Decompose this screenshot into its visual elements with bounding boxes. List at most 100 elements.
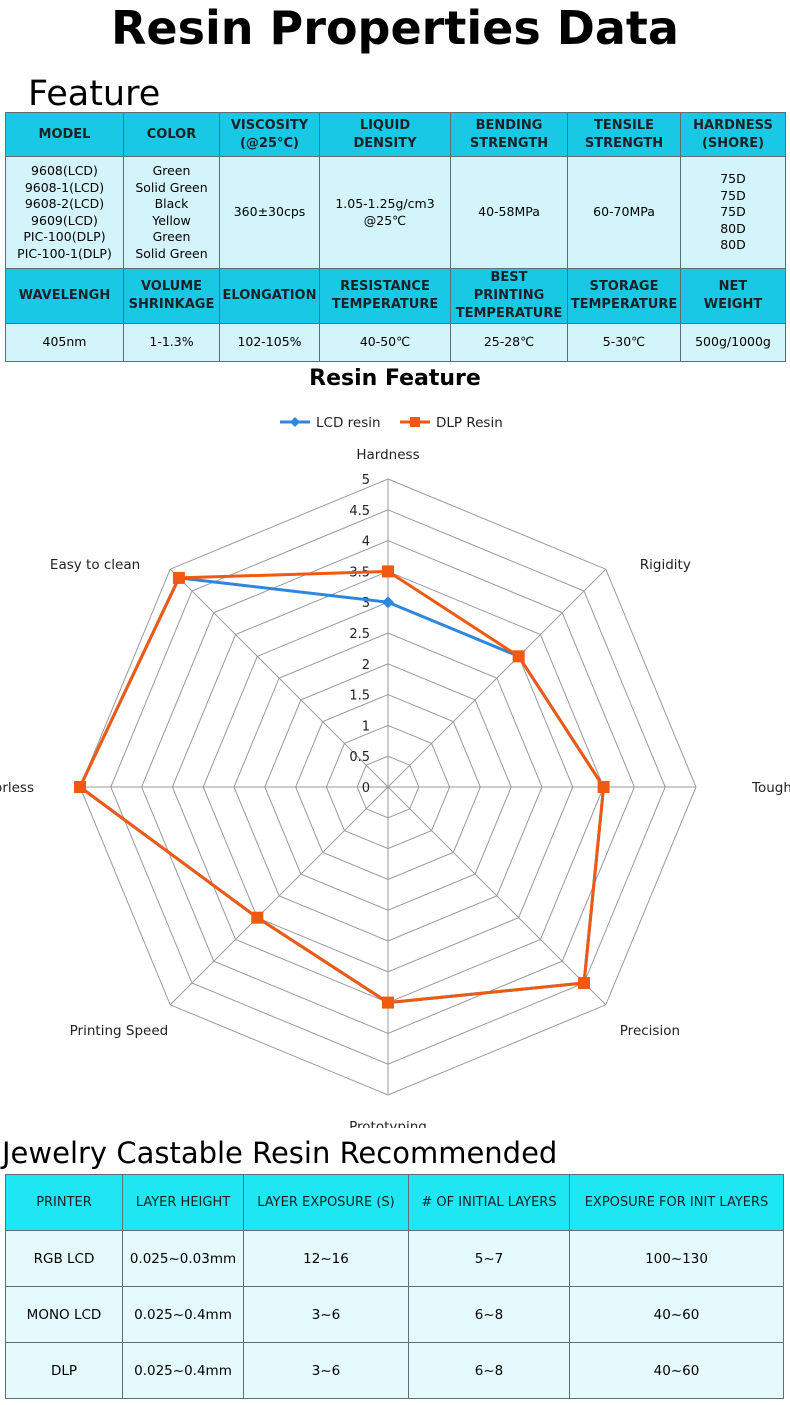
radar-axis-labels: Hardness Rigidity Toughness Precision Protot…: [0, 447, 790, 1128]
jewelry-table: PRINTER LAYER HEIGHT LAYER EXPOSURE (S) …: [5, 1174, 784, 1399]
header-model: MODEL: [5, 112, 124, 157]
tick-label: 4.5: [349, 504, 370, 519]
value-volume-shrinkage: 1-1.3%: [123, 323, 220, 362]
data-point: [597, 781, 610, 793]
cell-layer-exposure: 12~16: [243, 1230, 409, 1287]
data-point: [172, 571, 185, 584]
cell-initial-layers: 6~8: [408, 1342, 570, 1399]
table-row: DLP 0.025~0.4mm 3~6 6~8 40~60: [5, 1342, 784, 1399]
header-hardness: HARDNESS (SHORE): [680, 112, 786, 157]
header-layer-exposure: LAYER EXPOSURE (S): [243, 1174, 409, 1231]
cell-init-exposure: 40~60: [569, 1342, 784, 1399]
cell-initial-layers: 6~8: [408, 1286, 570, 1343]
cell-layer-exposure: 3~6: [243, 1342, 409, 1399]
radar-series: [74, 565, 610, 1009]
axis-label: Odorless: [0, 780, 34, 796]
table-row: MONO LCD 0.025~0.4mm 3~6 6~8 40~60: [5, 1286, 784, 1343]
cell-layer-height: 0.025~0.4mm: [122, 1342, 244, 1399]
cell-printer: MONO LCD: [5, 1286, 123, 1343]
cell-init-exposure: 100~130: [569, 1230, 784, 1287]
cell-init-exposure: 40~60: [569, 1286, 784, 1343]
data-point: [251, 911, 264, 924]
tick-label: 2: [362, 658, 370, 673]
legend-label: DLP Resin: [436, 415, 503, 431]
header-color: COLOR: [123, 112, 220, 157]
header-bending-strength: BENDING STRENGTH: [450, 112, 568, 157]
value-tensile-strength: 60-70MPa: [567, 156, 681, 269]
header-initial-layers: # OF INITIAL LAYERS: [408, 1174, 570, 1231]
cell-initial-layers: 5~7: [408, 1230, 570, 1287]
header-elongation: ELONGATION: [219, 268, 320, 324]
axis-label: Rigidity: [640, 557, 691, 573]
header-resistance-temperature: RESISTANCE TEMPERATURE: [319, 268, 451, 324]
chart-title: Resin Feature: [309, 366, 481, 391]
header-volume-shrinkage: VOLUME SHRINKAGE: [123, 268, 220, 324]
axis-label: Prototyping: [349, 1119, 427, 1128]
value-viscosity: 360±30cps: [219, 156, 320, 269]
value-best-printing-temperature: 25-28℃: [450, 323, 568, 362]
legend-label: LCD resin: [316, 415, 381, 431]
jewelry-heading: Jewelry Castable Resin Recommended: [2, 1136, 558, 1170]
header-viscosity: VISCOSITY (@25°C): [219, 112, 320, 157]
tick-label: 4: [362, 535, 370, 550]
header-best-printing-temperature: BEST PRINTING TEMPERATURE: [450, 268, 568, 324]
feature-header-row-2: WAVELENGH VOLUME SHRINKAGE ELONGATION RES…: [5, 268, 786, 324]
axis-spoke: [169, 786, 389, 1006]
table-row: RGB LCD 0.025~0.03mm 12~16 5~7 100~130: [5, 1230, 784, 1287]
axis-label: Toughness: [751, 780, 790, 796]
header-printer: PRINTER: [5, 1174, 123, 1231]
tick-label: 5: [362, 473, 370, 488]
value-resistance-temperature: 40-50℃: [319, 323, 451, 362]
radar-grid: [79, 478, 697, 1096]
cell-layer-height: 0.025~0.03mm: [122, 1230, 244, 1287]
legend-marker: [410, 417, 420, 427]
value-liquid-density: 1.05-1.25g/cm3 @25℃: [319, 156, 451, 269]
tick-label: 3: [362, 596, 370, 611]
axis-label: Printing Speed: [70, 1023, 169, 1039]
value-model: 9608(LCD) 9608-1(LCD) 9608-2(LCD) 9609(LCD)…: [5, 156, 124, 269]
feature-heading: Feature: [28, 74, 161, 114]
header-net-weight: NET WEIGHT: [680, 268, 786, 324]
value-net-weight: 500g/1000g: [680, 323, 786, 362]
feature-value-row-2: 405nm 1-1.3% 102-105% 40-50℃ 25-28℃ 5-30…: [5, 323, 786, 362]
header-layer-height: LAYER HEIGHT: [122, 1174, 244, 1231]
feature-table: MODEL COLOR VISCOSITY (@25°C) LIQUID DENSI…: [5, 112, 786, 362]
header-storage-temperature: STORAGE TEMPERATURE: [567, 268, 681, 324]
axis-label: Hardness: [356, 447, 419, 463]
tick-label: 1.5: [349, 689, 370, 704]
axis-spoke: [387, 568, 607, 788]
axis-spoke: [169, 568, 389, 788]
value-color: Green Solid Green Black Yellow Green Solid Gr…: [123, 156, 220, 269]
value-bending-strength: 40-58MPa: [450, 156, 568, 269]
axis-spoke: [387, 786, 607, 1006]
cell-layer-exposure: 3~6: [243, 1286, 409, 1343]
data-point: [74, 781, 86, 793]
radar-chart: LCD resin DLP Resin 00.511.522.533.544.55…: [0, 415, 790, 1128]
axis-label: Precision: [620, 1023, 680, 1039]
feature-header-row-1: MODEL COLOR VISCOSITY (@25°C) LIQUID DENSI…: [5, 112, 786, 157]
cell-printer: DLP: [5, 1342, 123, 1399]
data-point: [512, 650, 525, 663]
tick-label: 2.5: [349, 627, 370, 642]
value-storage-temperature: 5-30℃: [567, 323, 681, 362]
jewelry-header-row: PRINTER LAYER HEIGHT LAYER EXPOSURE (S) …: [5, 1174, 784, 1231]
header-tensile-strength: TENSILE STRENGTH: [567, 112, 681, 157]
cell-layer-height: 0.025~0.4mm: [122, 1286, 244, 1343]
value-wavelength: 405nm: [5, 323, 124, 362]
value-elongation: 102-105%: [219, 323, 320, 362]
tick-label: 0.5: [349, 750, 370, 765]
value-hardness: 75D 75D 75D 80D 80D: [680, 156, 786, 269]
data-point: [382, 565, 394, 578]
axis-label: Easy to clean: [50, 557, 140, 573]
data-point: [382, 596, 394, 609]
page-title: Resin Properties Data: [111, 1, 679, 55]
header-init-exposure: EXPOSURE FOR INIT LAYERS: [569, 1174, 784, 1231]
header-wavelength: WAVELENGH: [5, 268, 124, 324]
chart-legend: LCD resin DLP Resin: [280, 415, 503, 431]
header-liquid-density: LIQUID DENSITY: [319, 112, 451, 157]
tick-label: 1: [362, 719, 370, 734]
cell-printer: RGB LCD: [5, 1230, 123, 1287]
legend-marker: [290, 417, 300, 427]
radar-tick-labels: 00.511.522.533.544.55: [349, 473, 370, 796]
series-line: [78, 576, 606, 1005]
